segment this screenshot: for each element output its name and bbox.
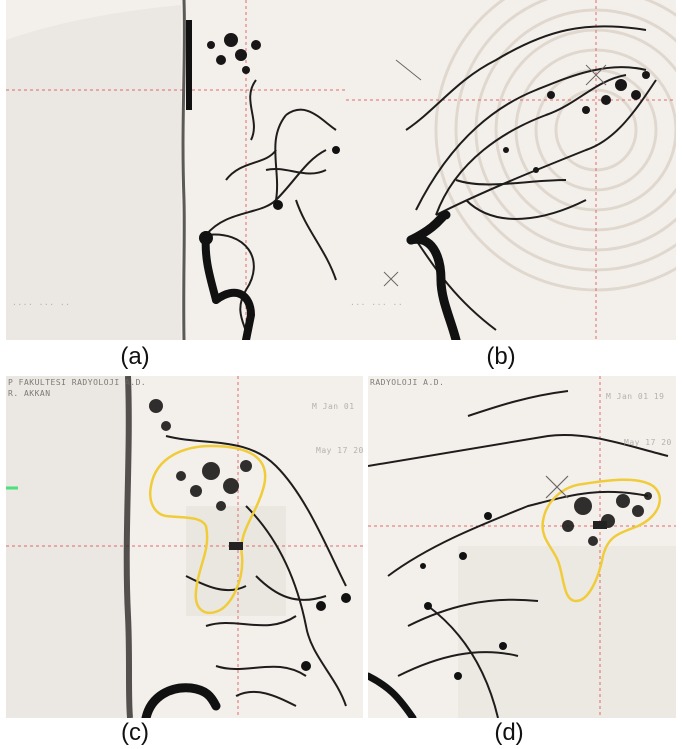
angiogram-panel-c: P FAKULTESI RADYOLOJI A.D. R. AKKAN M Ja… [6, 376, 363, 718]
caption-d: (d) [494, 719, 524, 746]
angiogram-image-b [346, 0, 676, 340]
overlay-institution-d: RADYOLOJI A.D. [370, 378, 445, 387]
overlay-institution-c: P FAKULTESI RADYOLOJI A.D. [8, 378, 147, 387]
overlay-study-date-d: May 17 20 [624, 438, 672, 447]
angiogram-panel-d: RADYOLOJI A.D. M Jan 01 19 May 17 20 [368, 376, 676, 718]
nidus-outline-d [541, 478, 662, 603]
caption-b: (b) [486, 343, 516, 370]
overlay-date-c: M Jan 01 [312, 402, 355, 411]
nidus-outline-c [149, 444, 267, 615]
corner-annotation-b: ··· ··· ·· [350, 300, 404, 309]
angiogram-image-a [6, 0, 346, 340]
angiogram-image-c [6, 376, 363, 718]
overlay-date-d: M Jan 01 19 [606, 392, 665, 401]
overlay-name-c: R. AKKAN [8, 389, 51, 398]
angiogram-panel-a: ···· ··· ·· [6, 0, 346, 340]
caption-c: (c) [121, 719, 149, 746]
corner-annotation-a: ···· ··· ·· [12, 300, 71, 309]
angiogram-image-d [368, 376, 676, 718]
overlay-study-date-c: May 17 20 [316, 446, 363, 455]
angiogram-panel-b: ··· ··· ·· [346, 0, 676, 340]
caption-a: (a) [120, 343, 150, 370]
